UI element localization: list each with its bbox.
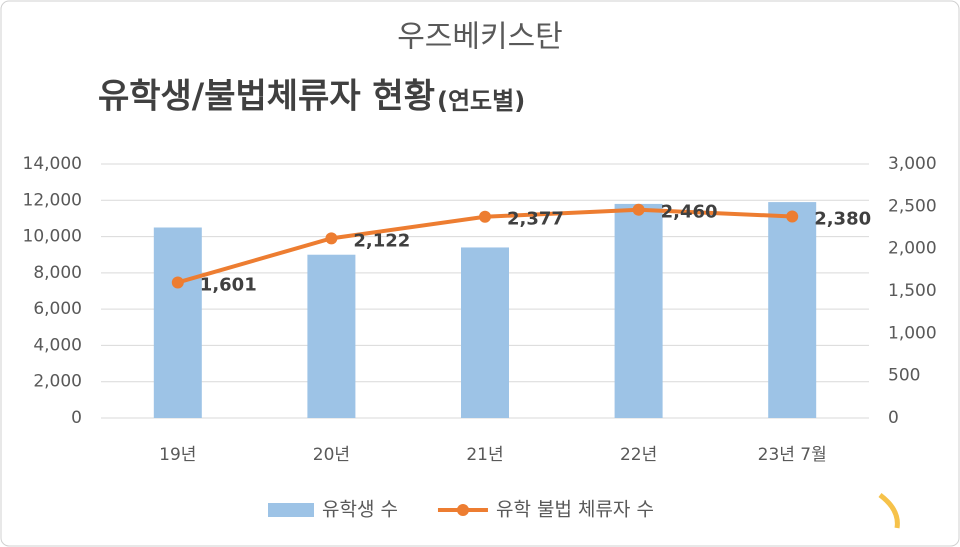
legend-label: 유학생 수	[322, 499, 398, 521]
line-point	[325, 232, 338, 245]
x-tick-label: 22년	[620, 445, 657, 465]
y-tick-label: 0	[71, 408, 82, 428]
legend-swatch	[268, 503, 314, 517]
data-label: 2,122	[353, 230, 410, 251]
line-point	[171, 276, 184, 289]
line-point	[786, 210, 799, 223]
x-tick-label: 19년	[159, 445, 196, 465]
y2-tick-label: 1,500	[888, 281, 937, 301]
data-label: 2,377	[507, 209, 564, 230]
y2-tick-label: 2,000	[888, 239, 937, 259]
data-label: 1,601	[200, 274, 257, 295]
bar	[614, 203, 663, 418]
data-label: 2,380	[814, 208, 871, 229]
bar	[307, 254, 356, 418]
y2-tick-label: 0	[888, 408, 899, 428]
x-tick-label: 21년	[466, 445, 503, 465]
y-tick-label: 10,000	[23, 227, 82, 247]
chart-subtitle-note: (연도별)	[437, 87, 525, 115]
y-tick-label: 14,000	[23, 154, 82, 174]
y-tick-label: 8,000	[33, 263, 82, 283]
bar	[153, 227, 202, 418]
y-tick-label: 12,000	[23, 190, 82, 210]
y2-tick-label: 3,000	[888, 154, 937, 174]
y-tick-label: 4,000	[33, 335, 82, 355]
y-tick-label: 6,000	[33, 299, 82, 319]
y-tick-label: 2,000	[33, 372, 82, 392]
legend-label: 유학 불법 체류자 수	[496, 499, 654, 521]
y2-tick-label: 1,000	[888, 323, 937, 343]
line-point	[479, 210, 491, 223]
y2-tick-label: 2,500	[888, 196, 937, 216]
chart-subtitle: 유학생/불법체류자 현황	[98, 77, 435, 117]
x-tick-label: 20년	[313, 445, 350, 465]
y2-tick-label: 500	[888, 366, 920, 386]
bar	[768, 202, 817, 418]
decoration	[878, 493, 900, 529]
legend-swatch	[456, 504, 469, 516]
line-point	[632, 203, 645, 216]
x-tick-label: 23년 7월	[758, 445, 827, 465]
bar	[461, 247, 509, 418]
chart-title: 우즈베키스탄	[397, 20, 563, 55]
data-label: 2,460	[661, 202, 718, 223]
